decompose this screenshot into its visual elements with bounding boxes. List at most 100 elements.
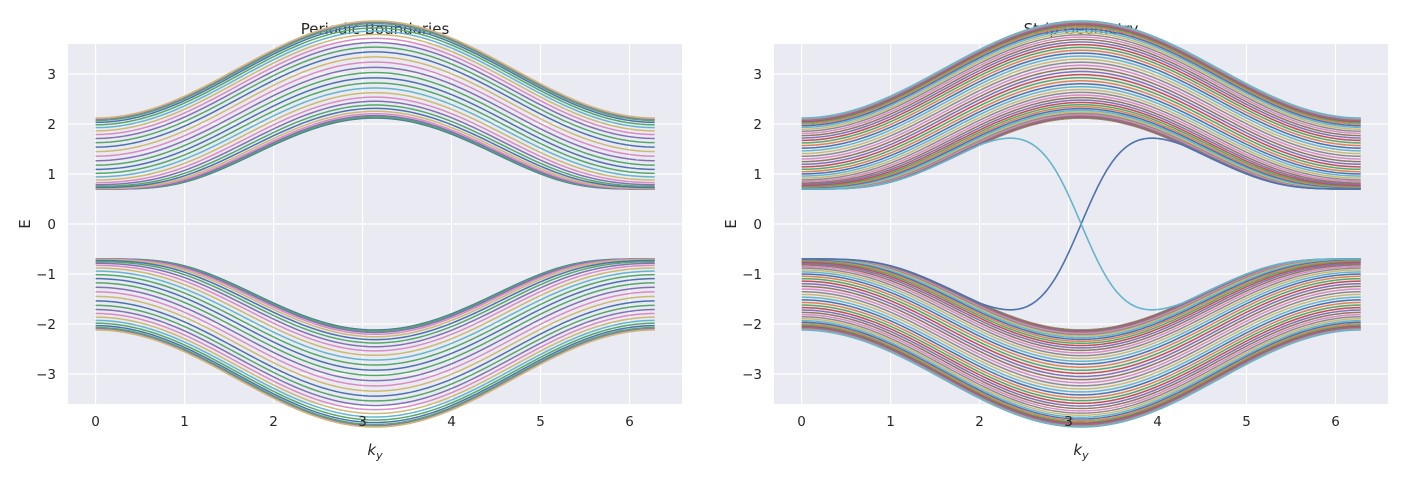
lower-band-line <box>801 282 1361 378</box>
lower-band-line <box>801 269 1361 360</box>
lower-band-line <box>801 318 1361 417</box>
lower-band-line <box>95 282 655 377</box>
lower-band-line <box>95 259 655 341</box>
x-tick-label: 1 <box>180 414 189 430</box>
lower-band-line <box>801 280 1361 375</box>
lower-band-line <box>95 316 655 415</box>
lower-band-line <box>801 258 1361 336</box>
upper-band-line <box>801 109 1361 189</box>
lower-band-line <box>95 258 655 332</box>
lower-band-line <box>95 270 655 361</box>
lower-band-line <box>801 267 1361 357</box>
lower-band-line <box>95 273 655 366</box>
x-axis-label: ky <box>1073 441 1089 462</box>
upper-band-line <box>801 26 1361 125</box>
upper-band-line <box>95 30 655 129</box>
lower-band-line <box>801 277 1361 371</box>
upper-band-line <box>95 110 655 190</box>
x-tick-label: 6 <box>1331 414 1340 430</box>
lower-band-line <box>801 261 1361 347</box>
lower-band-line <box>801 296 1361 393</box>
upper-band-line <box>801 99 1361 186</box>
lower-band-line <box>95 324 655 424</box>
lower-band-line <box>801 285 1361 381</box>
lower-band-line <box>95 262 655 348</box>
lower-band-line <box>801 265 1361 354</box>
lower-band-line <box>95 260 655 344</box>
upper-band-line <box>801 55 1361 152</box>
x-tick-label: 0 <box>797 414 806 430</box>
band-lines <box>801 20 1361 428</box>
lower-band-line <box>95 258 655 336</box>
lower-band-line <box>801 260 1361 343</box>
x-tick-label: 5 <box>1242 414 1251 430</box>
lower-band-line <box>801 313 1361 412</box>
lower-band-line <box>801 273 1361 365</box>
lower-band-line <box>95 277 655 371</box>
x-tick-label: 3 <box>358 414 367 430</box>
y-tick-labels: −3 −2 −1 0 1 2 3 <box>742 67 762 383</box>
upper-band-line <box>801 52 1361 149</box>
upper-band-line <box>801 101 1361 187</box>
upper-band-line <box>95 51 655 148</box>
y-tick-label: −1 <box>36 267 56 283</box>
upper-band-line <box>801 80 1361 173</box>
upper-band-line <box>95 27 655 126</box>
lower-band-line <box>801 288 1361 384</box>
y-axis-label: E <box>722 219 740 228</box>
upper-band-line <box>95 91 655 181</box>
lower-band-line <box>95 304 655 402</box>
lower-band-line <box>95 308 655 407</box>
upper-band-line <box>801 25 1361 124</box>
upper-band-line <box>801 61 1361 158</box>
lower-band-line <box>95 264 655 352</box>
y-tick-label: 2 <box>47 117 56 133</box>
lower-band-line <box>801 301 1361 399</box>
lower-band-line <box>801 309 1361 407</box>
y-tick-label: 0 <box>47 217 56 233</box>
x-tick-label: 4 <box>447 414 456 430</box>
upper-band-line <box>95 104 655 188</box>
lower-band-line <box>95 258 655 334</box>
x-tick-label: 1 <box>886 414 895 430</box>
upper-band-line <box>95 96 655 184</box>
upper-band-line <box>801 22 1361 122</box>
upper-band-line <box>95 77 655 171</box>
y-tick-labels: −3 −2 −1 0 1 2 3 <box>36 67 56 383</box>
upper-band-line <box>801 112 1361 190</box>
upper-band-line <box>801 91 1361 181</box>
lower-band-line <box>801 329 1361 428</box>
upper-band-line <box>801 67 1361 163</box>
upper-band-line <box>95 116 655 190</box>
lower-band-line <box>95 322 655 421</box>
upper-band-line <box>95 24 655 124</box>
upper-band-line <box>95 107 655 189</box>
lower-band-line <box>801 326 1361 426</box>
upper-band-line <box>95 41 655 140</box>
lower-band-line <box>801 319 1361 418</box>
upper-band-line <box>801 43 1361 142</box>
lower-band-line <box>95 319 655 418</box>
upper-band-line <box>801 41 1361 139</box>
lower-band-line <box>801 260 1361 345</box>
y-tick-label: −3 <box>36 367 56 383</box>
upper-band-line <box>95 56 655 153</box>
x-tick-label: 5 <box>536 414 545 430</box>
upper-band-line <box>95 114 655 190</box>
upper-band-line <box>801 64 1361 160</box>
lower-band-line <box>95 328 655 427</box>
x-tick-label: 2 <box>975 414 984 430</box>
y-axis-label: E <box>16 219 34 228</box>
y-tick-label: −3 <box>742 367 762 383</box>
upper-band-line <box>95 22 655 122</box>
upper-band-line <box>801 36 1361 135</box>
upper-band-line <box>801 46 1361 144</box>
x-tick-label: 0 <box>91 414 100 430</box>
lower-band-line <box>801 323 1361 422</box>
edge-state-line <box>801 137 1361 311</box>
upper-band-line <box>95 100 655 186</box>
lower-band-line <box>801 311 1361 410</box>
